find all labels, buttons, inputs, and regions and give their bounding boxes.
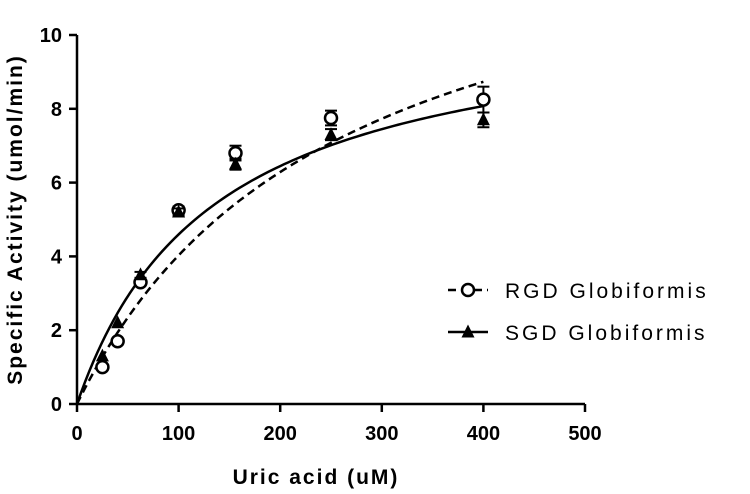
data-point-circle: [323, 110, 339, 126]
x-axis-title: Uric acid (uM): [233, 466, 400, 489]
legend-marker-triangle: [461, 324, 475, 338]
x-tick-label: 200: [264, 423, 297, 445]
x-tick-label: 300: [365, 423, 398, 445]
data-point-circle: [95, 359, 110, 375]
data-point-triangle: [95, 348, 109, 362]
data-points: [95, 85, 491, 375]
data-point-circle: [476, 92, 491, 107]
y-tick-label: 2: [51, 320, 62, 342]
y-tick-label: 0: [51, 394, 62, 416]
y-tick-label: 10: [40, 25, 62, 47]
data-point-triangle: [172, 204, 186, 218]
x-tick-label: 0: [71, 423, 82, 445]
fit-curves: [75, 80, 484, 405]
data-point-triangle: [324, 127, 338, 141]
y-tick-label: 4: [51, 246, 63, 268]
y-tick-label: 8: [51, 99, 62, 121]
legend-label-2: SGD Globiformis: [505, 322, 708, 345]
legend-marker-circle: [460, 282, 476, 298]
x-tick-label: 400: [467, 423, 500, 445]
data-point-triangle: [476, 112, 490, 126]
legend-label-1: RGD Globiformis: [505, 280, 709, 303]
data-point-triangle: [134, 267, 147, 281]
data-point-triangle: [111, 315, 125, 329]
axes: 0 100 200 300 400 500 0 2 4 6 8 10: [40, 25, 602, 445]
x-tick-label: 100: [162, 423, 195, 445]
x-tick-label: 500: [568, 423, 601, 445]
fit-curve-2: [75, 104, 484, 405]
fit-curve-1: [75, 80, 484, 405]
y-tick-label: 6: [51, 173, 62, 195]
legend: RGD Globiformis SGD Globiformis: [448, 280, 709, 345]
data-point-circle: [110, 334, 125, 349]
y-axis-title: Specific Activity (umol/min): [4, 54, 27, 385]
data-point-triangle: [228, 156, 242, 170]
